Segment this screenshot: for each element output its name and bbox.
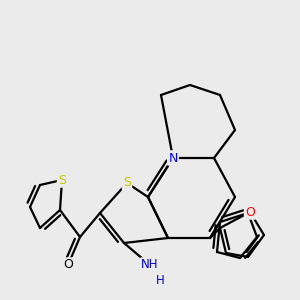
- Text: S: S: [123, 176, 131, 190]
- Text: O: O: [63, 259, 73, 272]
- Text: N: N: [168, 152, 178, 164]
- Text: O: O: [245, 206, 255, 218]
- Text: H: H: [156, 274, 164, 286]
- Text: S: S: [58, 173, 66, 187]
- Text: NH: NH: [141, 259, 159, 272]
